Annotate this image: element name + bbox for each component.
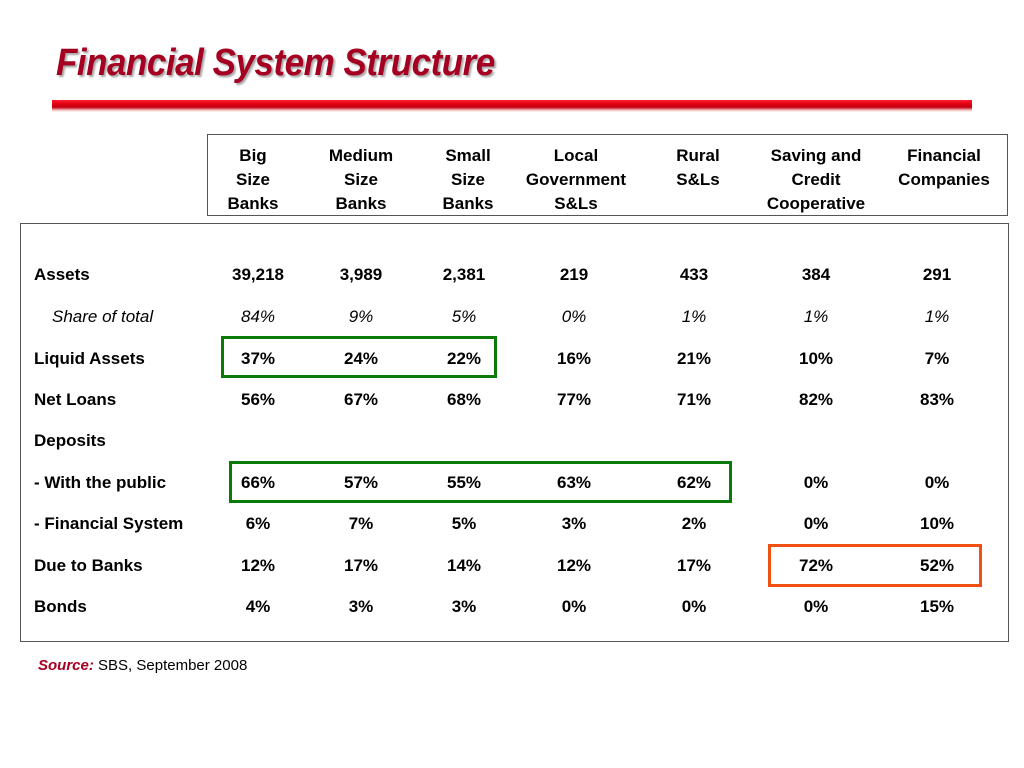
table-cell: 17% bbox=[343, 556, 379, 575]
table-cell: 0% bbox=[561, 307, 587, 326]
table-cell: 4% bbox=[245, 597, 271, 616]
table-cell: 16% bbox=[556, 349, 592, 368]
table-cell: 9% bbox=[348, 307, 374, 326]
table-cell: 77% bbox=[556, 390, 592, 409]
table-cell: 56% bbox=[240, 390, 276, 409]
table-cell: 72% bbox=[798, 556, 834, 575]
table-cell: 62% bbox=[676, 473, 712, 492]
source-label: Source: bbox=[38, 657, 94, 674]
table-cell: 83% bbox=[919, 390, 955, 409]
table-cell: 433 bbox=[679, 265, 709, 284]
column-header: Saving and Credit Cooperative bbox=[766, 146, 866, 213]
table-cell: 15% bbox=[919, 597, 955, 616]
slide-title: Financial System Structure bbox=[56, 42, 495, 84]
table-cell: 10% bbox=[798, 349, 834, 368]
table-cell: 1% bbox=[681, 307, 707, 326]
table-cell: 3% bbox=[348, 597, 374, 616]
table-cell: 52% bbox=[919, 556, 955, 575]
table-cell: 3,989 bbox=[339, 265, 383, 284]
table-cell: 2,381 bbox=[442, 265, 486, 284]
table-cell: 384 bbox=[801, 265, 831, 284]
row-label: Due to Banks bbox=[34, 556, 143, 575]
table-cell: 2% bbox=[681, 514, 707, 533]
table-cell: 67% bbox=[343, 390, 379, 409]
table-cell: 0% bbox=[803, 514, 829, 533]
row-label: Bonds bbox=[34, 597, 87, 616]
table-cell: 10% bbox=[919, 514, 955, 533]
table-cell: 68% bbox=[446, 390, 482, 409]
table-cell: 1% bbox=[803, 307, 829, 326]
table-cell: 0% bbox=[561, 597, 587, 616]
table-cell: 17% bbox=[676, 556, 712, 575]
table-cell: 7% bbox=[348, 514, 374, 533]
row-label: Assets bbox=[34, 265, 90, 284]
table-cell: 37% bbox=[240, 349, 276, 368]
table-cell: 6% bbox=[245, 514, 271, 533]
row-label: - With the public bbox=[34, 473, 167, 492]
row-label: Net Loans bbox=[34, 390, 117, 409]
column-header: Big Size Banks bbox=[227, 146, 279, 213]
table-cell: 39,218 bbox=[232, 265, 284, 284]
source-note: Source: SBS, September 2008 bbox=[38, 657, 247, 674]
table-body-box bbox=[20, 223, 1009, 642]
table-cell: 84% bbox=[240, 307, 276, 326]
source-text: SBS, September 2008 bbox=[93, 657, 248, 674]
table-cell: 7% bbox=[924, 349, 950, 368]
table-cell: 3% bbox=[451, 597, 477, 616]
table-cell: 219 bbox=[559, 265, 589, 284]
row-label: Deposits bbox=[34, 431, 106, 450]
highlight-deposits-public bbox=[229, 461, 732, 503]
table-cell: 71% bbox=[676, 390, 712, 409]
table-cell: 0% bbox=[803, 473, 829, 492]
table-cell: 55% bbox=[446, 473, 482, 492]
highlight-due-to-banks-coops bbox=[768, 544, 982, 587]
row-label: Share of total bbox=[52, 307, 154, 326]
table-cell: 57% bbox=[343, 473, 379, 492]
table-cell: 12% bbox=[556, 556, 592, 575]
column-header-box bbox=[207, 134, 1008, 216]
column-header: Medium Size Banks bbox=[328, 146, 394, 213]
table-cell: 0% bbox=[924, 473, 950, 492]
table-cell: 3% bbox=[561, 514, 587, 533]
title-underline bbox=[52, 100, 972, 112]
table-cell: 24% bbox=[343, 349, 379, 368]
column-header: Rural S&Ls bbox=[676, 146, 720, 189]
table-cell: 1% bbox=[924, 307, 950, 326]
table-cell: 22% bbox=[446, 349, 482, 368]
table-cell: 63% bbox=[556, 473, 592, 492]
column-header: Local Government S&Ls bbox=[525, 146, 627, 213]
table-cell: 291 bbox=[922, 265, 952, 284]
table-cell: 66% bbox=[240, 473, 276, 492]
table-cell: 0% bbox=[803, 597, 829, 616]
table-cell: 14% bbox=[446, 556, 482, 575]
table-cell: 5% bbox=[451, 514, 477, 533]
highlight-liquid-assets-banks bbox=[221, 336, 497, 378]
table-cell: 12% bbox=[240, 556, 276, 575]
column-header: Small Size Banks bbox=[442, 146, 494, 213]
row-label: Liquid Assets bbox=[34, 349, 145, 368]
row-label: - Financial System bbox=[34, 514, 184, 533]
column-header: Financial Companies bbox=[898, 146, 990, 189]
table-cell: 0% bbox=[681, 597, 707, 616]
table-cell: 82% bbox=[798, 390, 834, 409]
table-cell: 21% bbox=[676, 349, 712, 368]
table-cell: 5% bbox=[451, 307, 477, 326]
